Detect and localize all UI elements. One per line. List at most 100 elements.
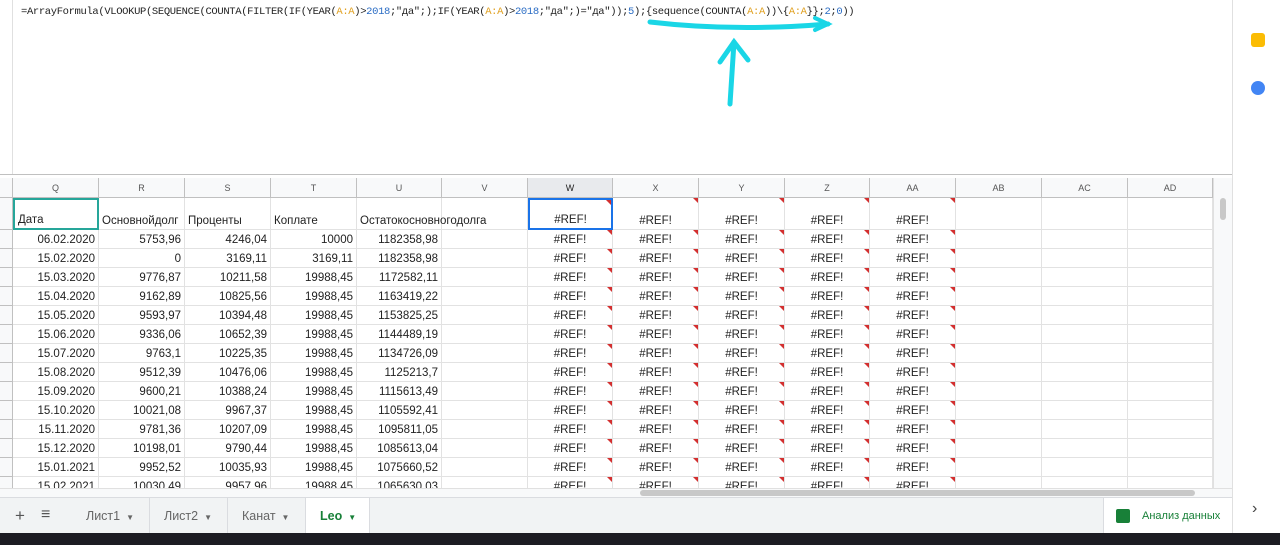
data-cell[interactable]	[1042, 325, 1128, 344]
data-cell[interactable]: #REF!	[785, 401, 870, 420]
select-all-corner[interactable]	[0, 178, 13, 198]
data-cell[interactable]	[1128, 344, 1213, 363]
header-cell[interactable]: Проценты	[185, 198, 271, 230]
data-cell[interactable]: 9162,89	[99, 287, 185, 306]
data-cell[interactable]: 15.02.2021	[13, 477, 99, 488]
data-cell[interactable]: 4246,04	[185, 230, 271, 249]
data-cell[interactable]	[1128, 382, 1213, 401]
data-cell[interactable]: 9781,36	[99, 420, 185, 439]
data-cell[interactable]	[1042, 401, 1128, 420]
column-header-W[interactable]: W	[528, 178, 613, 198]
data-cell[interactable]	[1042, 382, 1128, 401]
data-cell[interactable]	[1128, 439, 1213, 458]
data-cell[interactable]	[1128, 420, 1213, 439]
data-cell[interactable]	[1042, 458, 1128, 477]
column-header-Z[interactable]: Z	[785, 178, 870, 198]
data-cell[interactable]: 19988,45	[271, 458, 357, 477]
header-cell[interactable]	[442, 198, 528, 230]
data-cell[interactable]: 1085613,04	[357, 439, 442, 458]
data-cell[interactable]: 15.07.2020	[13, 344, 99, 363]
data-cell[interactable]: 0	[99, 249, 185, 268]
data-cell[interactable]: 1075660,52	[357, 458, 442, 477]
data-cell[interactable]: 3169,11	[185, 249, 271, 268]
header-cell[interactable]: #REF!	[870, 198, 956, 230]
column-header-U[interactable]: U	[357, 178, 442, 198]
data-cell[interactable]: 10652,39	[185, 325, 271, 344]
data-cell[interactable]	[956, 401, 1042, 420]
header-cell[interactable]: Коплате	[271, 198, 357, 230]
data-cell[interactable]: 19988,45	[271, 325, 357, 344]
data-cell[interactable]: 1182358,98	[357, 249, 442, 268]
data-cell[interactable]: #REF!	[613, 268, 699, 287]
header-cell[interactable]	[1042, 198, 1128, 230]
data-cell[interactable]: #REF!	[528, 363, 613, 382]
data-cell[interactable]: 19988,45	[271, 382, 357, 401]
spreadsheet-grid[interactable]: Q R S T U V W X Y Z AA AB AC AD Дата Основнойдолг Процен…	[0, 178, 1213, 488]
data-cell[interactable]: 9600,21	[99, 382, 185, 401]
data-cell[interactable]: #REF!	[870, 306, 956, 325]
data-cell[interactable]: 10825,56	[185, 287, 271, 306]
data-cell[interactable]	[1042, 439, 1128, 458]
formula-bar[interactable]: =ArrayFormula(VLOOKUP(SEQUENCE(COUNTA(FI…	[0, 0, 1232, 175]
data-cell[interactable]: #REF!	[699, 230, 785, 249]
formula-text[interactable]: =ArrayFormula(VLOOKUP(SEQUENCE(COUNTA(FI…	[21, 6, 855, 18]
add-sheet-button[interactable]: +	[15, 506, 25, 525]
data-cell[interactable]: #REF!	[528, 420, 613, 439]
data-cell[interactable]: 1095811,05	[357, 420, 442, 439]
data-cell[interactable]: #REF!	[870, 325, 956, 344]
data-cell[interactable]: #REF!	[785, 249, 870, 268]
data-cell[interactable]	[956, 306, 1042, 325]
data-cell[interactable]: #REF!	[870, 477, 956, 488]
data-cell[interactable]: #REF!	[785, 287, 870, 306]
data-cell[interactable]	[956, 344, 1042, 363]
data-cell[interactable]	[956, 458, 1042, 477]
data-cell[interactable]: 15.05.2020	[13, 306, 99, 325]
data-cell[interactable]: #REF!	[785, 458, 870, 477]
data-cell[interactable]	[442, 439, 528, 458]
data-cell[interactable]: #REF!	[699, 344, 785, 363]
data-cell[interactable]: #REF!	[613, 249, 699, 268]
data-cell[interactable]: #REF!	[699, 401, 785, 420]
data-cell[interactable]: #REF!	[870, 420, 956, 439]
data-cell[interactable]: 19988,45	[271, 401, 357, 420]
column-header-Q[interactable]: Q	[13, 178, 99, 198]
data-cell[interactable]: #REF!	[699, 249, 785, 268]
data-cell[interactable]	[1128, 306, 1213, 325]
data-cell[interactable]: 15.03.2020	[13, 268, 99, 287]
header-cell[interactable]: Остатокосновногодолга	[357, 198, 486, 230]
data-cell[interactable]: 1182358,98	[357, 230, 442, 249]
data-cell[interactable]: #REF!	[870, 230, 956, 249]
data-cell[interactable]: #REF!	[870, 268, 956, 287]
data-cell[interactable]: 10211,58	[185, 268, 271, 287]
data-cell[interactable]: #REF!	[785, 363, 870, 382]
header-cell[interactable]	[1128, 198, 1213, 230]
data-cell[interactable]: #REF!	[528, 439, 613, 458]
data-cell[interactable]: #REF!	[613, 344, 699, 363]
column-header-AD[interactable]: AD	[1128, 178, 1213, 198]
data-cell[interactable]: #REF!	[699, 382, 785, 401]
data-cell[interactable]	[1042, 363, 1128, 382]
column-header-AB[interactable]: AB	[956, 178, 1042, 198]
data-cell[interactable]	[442, 382, 528, 401]
data-cell[interactable]: 1105592,41	[357, 401, 442, 420]
data-cell[interactable]: #REF!	[613, 401, 699, 420]
data-cell[interactable]: #REF!	[528, 344, 613, 363]
data-cell[interactable]: #REF!	[613, 230, 699, 249]
data-cell[interactable]: 9967,37	[185, 401, 271, 420]
data-cell[interactable]	[1042, 306, 1128, 325]
chevron-down-icon[interactable]: ▼	[126, 513, 135, 522]
data-cell[interactable]: #REF!	[528, 268, 613, 287]
data-cell[interactable]: 3169,11	[271, 249, 357, 268]
header-cell[interactable]: #REF!	[785, 198, 870, 230]
data-cell[interactable]: 15.12.2020	[13, 439, 99, 458]
data-cell[interactable]: 1125213,7	[357, 363, 442, 382]
data-cell[interactable]: 1134726,09	[357, 344, 442, 363]
data-cell[interactable]: #REF!	[528, 249, 613, 268]
data-cell[interactable]: 15.09.2020	[13, 382, 99, 401]
data-cell[interactable]: 10000	[271, 230, 357, 249]
data-cell[interactable]	[1128, 249, 1213, 268]
data-cell[interactable]: 19988,45	[271, 268, 357, 287]
data-cell[interactable]: #REF!	[528, 325, 613, 344]
data-cell[interactable]: #REF!	[699, 420, 785, 439]
data-cell[interactable]	[1042, 268, 1128, 287]
